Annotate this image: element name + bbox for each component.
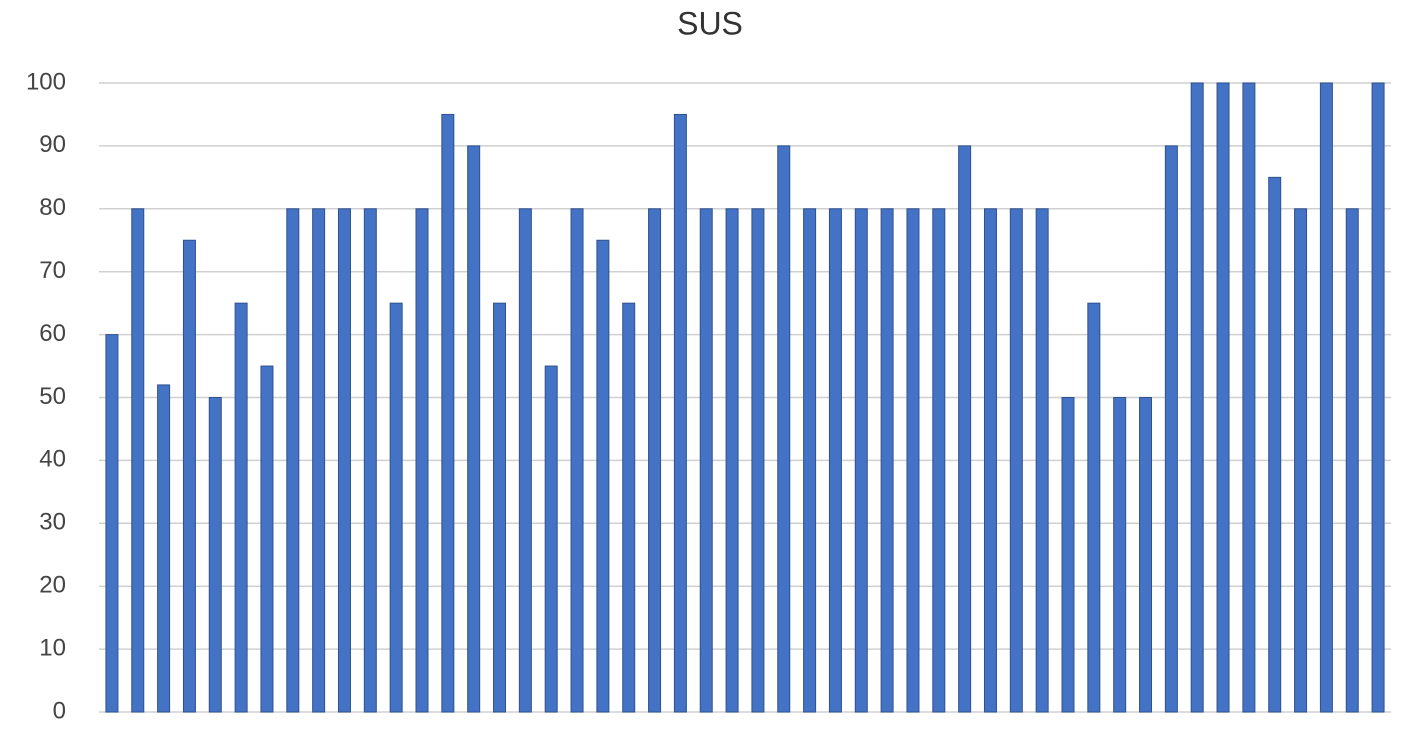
bar: [441, 113, 455, 713]
bar: [673, 113, 687, 713]
bar: [958, 145, 972, 713]
bar: [854, 208, 868, 713]
bar: [131, 208, 145, 713]
bar: [777, 145, 791, 713]
bar: [1268, 176, 1282, 713]
bar: [648, 208, 662, 713]
bar: [596, 239, 610, 713]
bar: [1061, 397, 1075, 713]
bar: [286, 208, 300, 713]
y-tick-label: 60: [39, 320, 66, 347]
bar: [1242, 82, 1256, 713]
bar: [751, 208, 765, 713]
bar: [157, 384, 171, 713]
bar: [1190, 82, 1204, 713]
y-tick-label: 0: [53, 697, 66, 724]
bar: [105, 334, 119, 713]
bar: [1371, 82, 1385, 713]
bar: [570, 208, 584, 713]
bar: [906, 208, 920, 713]
bar: [699, 208, 713, 713]
bar: [1294, 208, 1308, 713]
y-tick-label: 100: [26, 68, 66, 95]
y-tick-label: 20: [39, 572, 66, 599]
bar: [493, 302, 507, 713]
y-tick-label: 90: [39, 131, 66, 158]
bar: [983, 208, 997, 713]
bar: [312, 208, 326, 713]
bar: [1216, 82, 1230, 713]
y-tick-label: 70: [39, 257, 66, 284]
bar: [518, 208, 532, 713]
bar: [1035, 208, 1049, 713]
bar: [415, 208, 429, 713]
bar: [1345, 208, 1359, 713]
bar: [1087, 302, 1101, 713]
bar: [1009, 208, 1023, 713]
bar: [234, 302, 248, 713]
bar: [725, 208, 739, 713]
bar: [880, 208, 894, 713]
chart-title: SUS: [677, 5, 743, 41]
y-tick-label: 10: [39, 634, 66, 661]
bar: [1139, 397, 1153, 713]
bar: [260, 365, 274, 713]
bar: [182, 239, 196, 713]
bar: [932, 208, 946, 713]
bar: [208, 397, 222, 713]
bar: [544, 365, 558, 713]
bar: [1319, 82, 1333, 713]
bar: [803, 208, 817, 713]
bar: [363, 208, 377, 713]
bar: [467, 145, 481, 713]
y-tick-label: 80: [39, 194, 66, 221]
y-tick-label: 50: [39, 383, 66, 410]
y-tick-label: 40: [39, 446, 66, 473]
y-tick-label: 30: [39, 509, 66, 536]
bar: [1113, 397, 1127, 713]
bar: [337, 208, 351, 713]
bar: [622, 302, 636, 713]
bar: [389, 302, 403, 713]
bar: [1164, 145, 1178, 713]
bar: [828, 208, 842, 713]
